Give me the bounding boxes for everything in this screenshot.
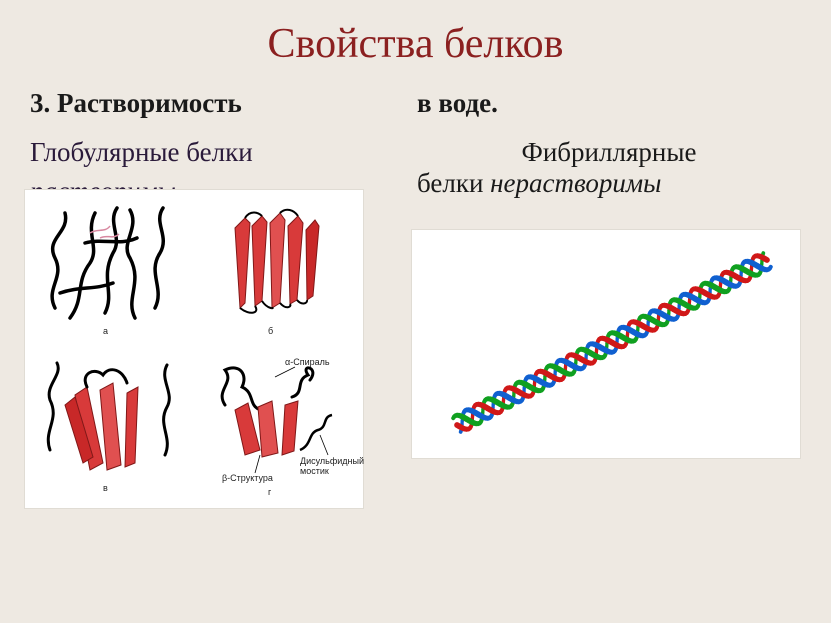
alpha-helix-label: α-Спираль (285, 357, 330, 367)
in-water-label: в воде. (417, 88, 801, 119)
panel-a-label: а (103, 326, 108, 336)
panel-b-label: б (268, 326, 273, 336)
left-column: 3. Растворимость Глобулярные белки раств… (20, 88, 407, 509)
in-water-text: в воде. (417, 88, 498, 118)
slide-title: Свойства белков (0, 0, 831, 68)
panel-d: α-Спираль β-Структура Дисульфидный мости… (200, 355, 350, 495)
right-column: в воде. Фибриллярные белки нерастворимы (407, 88, 811, 509)
fibrillar-label-bot: белки нерастворимы (417, 168, 801, 199)
fibrillar-plain: белки (417, 168, 490, 198)
point-number-line: 3. Растворимость (30, 88, 397, 119)
globular-diagram: а (24, 189, 364, 509)
insoluble-label: нерастворимы (490, 168, 661, 198)
fibrillar-diagram (411, 229, 801, 459)
disulfide-label: Дисульфидный мостик (300, 457, 364, 477)
panel-c-label: в (103, 483, 108, 493)
panel-c: в (35, 355, 185, 495)
beta-struct-label: β-Структура (222, 473, 273, 483)
globular-label: Глобулярные белки (30, 137, 397, 168)
triple-helix-svg (412, 230, 802, 460)
panel-b: б (200, 198, 350, 338)
panel-a: а (35, 198, 185, 338)
panel-d-label: г (268, 487, 271, 497)
point-keyword: Растворимость (57, 88, 242, 118)
content-row: 3. Растворимость Глобулярные белки раств… (0, 68, 831, 509)
fibrillar-label-top: Фибриллярные (417, 137, 801, 168)
point-number: 3. (30, 88, 57, 118)
